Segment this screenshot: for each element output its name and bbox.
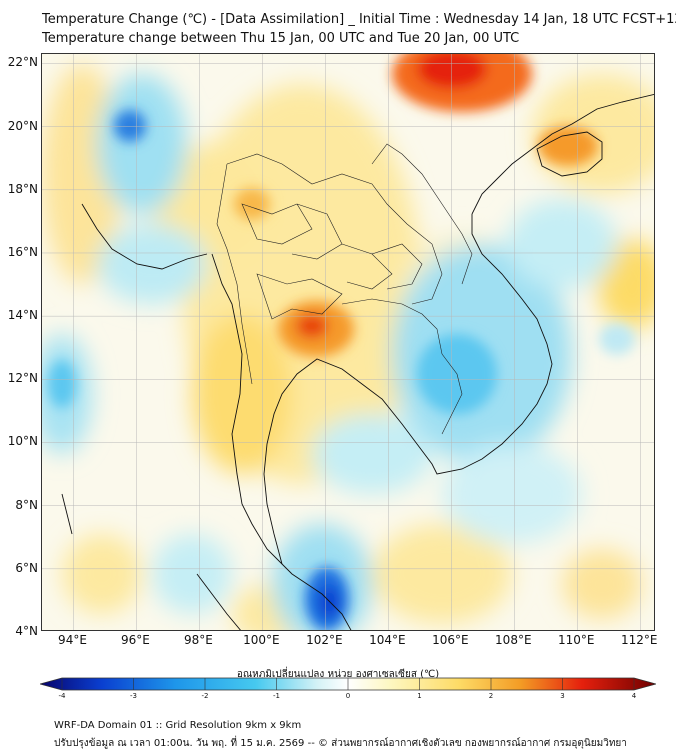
political-borders: [216, 143, 473, 435]
cool-region: [442, 444, 582, 544]
coastline-hainan: [536, 131, 603, 177]
colorbar-tick-label: 2: [488, 692, 494, 700]
cool-core: [599, 323, 635, 355]
cool-region: [97, 74, 187, 214]
latitude-label: 8°N: [15, 497, 38, 512]
longitude-label: 108°E: [495, 633, 532, 647]
longitude-label: 110°E: [558, 633, 595, 647]
coastline-gulf: [263, 214, 553, 565]
cool-core: [114, 110, 146, 142]
longitude-label: 100°E: [243, 633, 280, 647]
warm-core: [417, 54, 487, 89]
longitude-label: 96°E: [121, 633, 150, 647]
border-laos-vietnam: [371, 143, 473, 285]
chart-title: Temperature Change (℃) - [Data Assimilat…: [42, 12, 676, 27]
border-thailand-cambodia: [341, 298, 443, 355]
latitude-label: 12°N: [7, 371, 38, 386]
warm-region: [62, 534, 142, 614]
latitude-label: 6°N: [15, 560, 38, 575]
warm-region: [372, 524, 512, 624]
latitude-label: 20°N: [7, 118, 38, 133]
border-cambodia-vietnam: [441, 353, 463, 435]
colorbar-tick-label: -4: [58, 692, 66, 700]
warm-region: [562, 549, 642, 619]
graticule: [42, 54, 654, 630]
border-thailand-myanmar: [216, 163, 253, 385]
coastline-vietnam-north: [471, 94, 654, 215]
longitude-label: 112°E: [621, 633, 658, 647]
latitude-label: 18°N: [7, 181, 38, 196]
footer-credit: ปรับปรุงข้อมูล ณ เวลา 01:00น. วัน พฤ. ที…: [54, 738, 627, 749]
latitude-label: 22°N: [7, 55, 38, 70]
colorbar-tick-label: 1: [417, 692, 422, 700]
chart-subtitle: Temperature change between Thu 15 Jan, 0…: [42, 31, 520, 46]
latitude-label: 10°N: [7, 434, 38, 449]
colorbar-tick-label: -3: [130, 692, 137, 700]
coastline-sumatra: [196, 573, 241, 630]
warm-region: [192, 314, 292, 474]
warm-core: [296, 314, 328, 338]
border-provinces-central: [256, 243, 393, 320]
colorbar-tick-label: 0: [345, 692, 351, 700]
colorbar-tick-label: 4: [631, 692, 637, 700]
temperature-change-map[interactable]: [41, 53, 655, 631]
cool-core: [319, 586, 339, 618]
longitude-label: 102°E: [306, 633, 343, 647]
longitude-label: 104°E: [369, 633, 406, 647]
warm-core: [234, 188, 270, 220]
coastline-myanmar-west: [81, 203, 208, 270]
colorbar-label: อุณหภูมิเปลี่ยนแปลง หน่วย องศาเซลเซียส (…: [236, 669, 440, 680]
latitude-label: 14°N: [7, 308, 38, 323]
longitude-label: 106°E: [432, 633, 469, 647]
colorbar-tick-label: -2: [201, 692, 209, 700]
cool-region: [97, 224, 207, 304]
coastline-andaman: [61, 493, 73, 535]
warm-core: [538, 126, 598, 166]
border-thailand-laos: [226, 153, 443, 305]
footer-model-info: WRF-DA Domain 01 :: Grid Resolution 9km …: [54, 720, 302, 731]
colorbar-tick-label: 3: [560, 692, 565, 700]
cool-region: [152, 534, 232, 614]
longitude-label: 98°E: [183, 633, 213, 647]
latitude-label: 4°N: [15, 624, 38, 638]
latitude-label: 16°N: [7, 244, 38, 259]
longitude-label: 94°E: [58, 633, 87, 647]
border-provinces-east: [371, 243, 423, 290]
colorbar: [40, 677, 656, 691]
cool-region: [312, 414, 432, 494]
map-canvas: [42, 54, 654, 630]
colorbar-tick-label: -1: [273, 692, 280, 700]
coastlines: [61, 94, 654, 630]
cool-core: [48, 360, 76, 408]
temperature-peaks: [48, 54, 635, 630]
cool-region: [507, 199, 617, 289]
coastline-mainland: [211, 253, 352, 630]
